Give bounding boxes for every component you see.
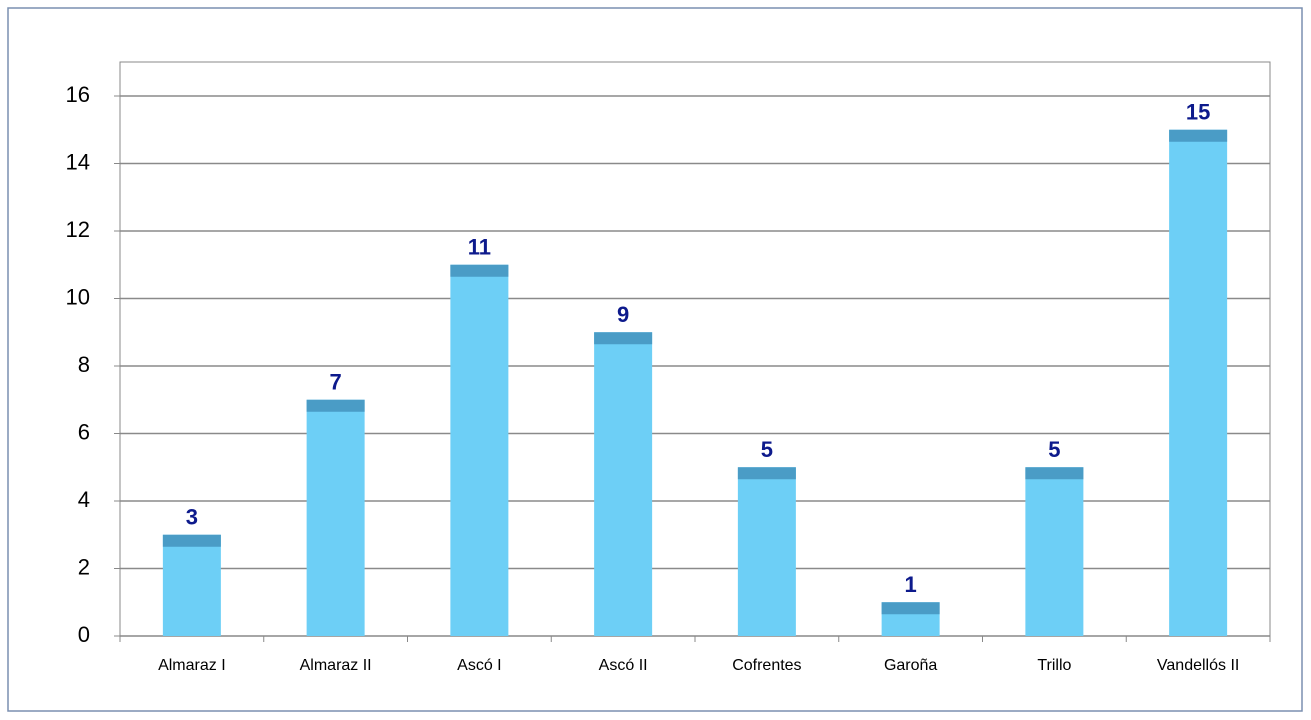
bar bbox=[737, 467, 796, 636]
bar-cap bbox=[737, 467, 796, 480]
bar bbox=[1025, 467, 1084, 636]
y-tick-label: 10 bbox=[66, 284, 90, 309]
bar bbox=[162, 534, 221, 636]
x-tick-label: Cofrentes bbox=[732, 657, 801, 674]
x-tick-label: Ascó I bbox=[457, 657, 501, 674]
bar bbox=[594, 332, 653, 636]
bar-cap bbox=[162, 534, 221, 547]
data-label: 11 bbox=[468, 235, 491, 260]
bar-cap bbox=[306, 399, 365, 412]
data-label: 9 bbox=[617, 302, 629, 327]
y-tick-label: 2 bbox=[78, 554, 90, 579]
bar-cap bbox=[1169, 129, 1228, 142]
bar-cap bbox=[1025, 467, 1084, 480]
bar-cap bbox=[594, 332, 653, 345]
data-label: 15 bbox=[1186, 100, 1210, 125]
x-tick-label: Vandellós II bbox=[1157, 657, 1239, 674]
bar bbox=[450, 264, 509, 636]
x-tick-label: Garoña bbox=[884, 657, 937, 674]
y-tick-label: 4 bbox=[78, 487, 90, 512]
y-tick-label: 6 bbox=[78, 419, 90, 444]
y-tick-label: 14 bbox=[66, 149, 90, 174]
y-tick-label: 16 bbox=[66, 82, 90, 107]
bar-cap bbox=[881, 602, 940, 615]
data-label: 7 bbox=[330, 370, 342, 395]
y-tick-label: 12 bbox=[66, 217, 90, 242]
data-label: 5 bbox=[1048, 437, 1060, 462]
bar bbox=[306, 399, 365, 636]
chart-frame bbox=[7, 7, 1303, 712]
data-label: 3 bbox=[186, 505, 198, 530]
y-tick-label: 0 bbox=[78, 622, 90, 647]
data-label: 5 bbox=[761, 437, 773, 462]
y-tick-label: 8 bbox=[78, 352, 90, 377]
data-label: 1 bbox=[905, 572, 917, 597]
x-tick-label: Almaraz I bbox=[158, 657, 226, 674]
x-tick-label: Almaraz II bbox=[300, 657, 372, 674]
x-tick-label: Ascó II bbox=[599, 657, 648, 674]
bar bbox=[1169, 129, 1228, 636]
bar-cap bbox=[450, 264, 509, 277]
x-tick-label: Trillo bbox=[1037, 657, 1071, 674]
